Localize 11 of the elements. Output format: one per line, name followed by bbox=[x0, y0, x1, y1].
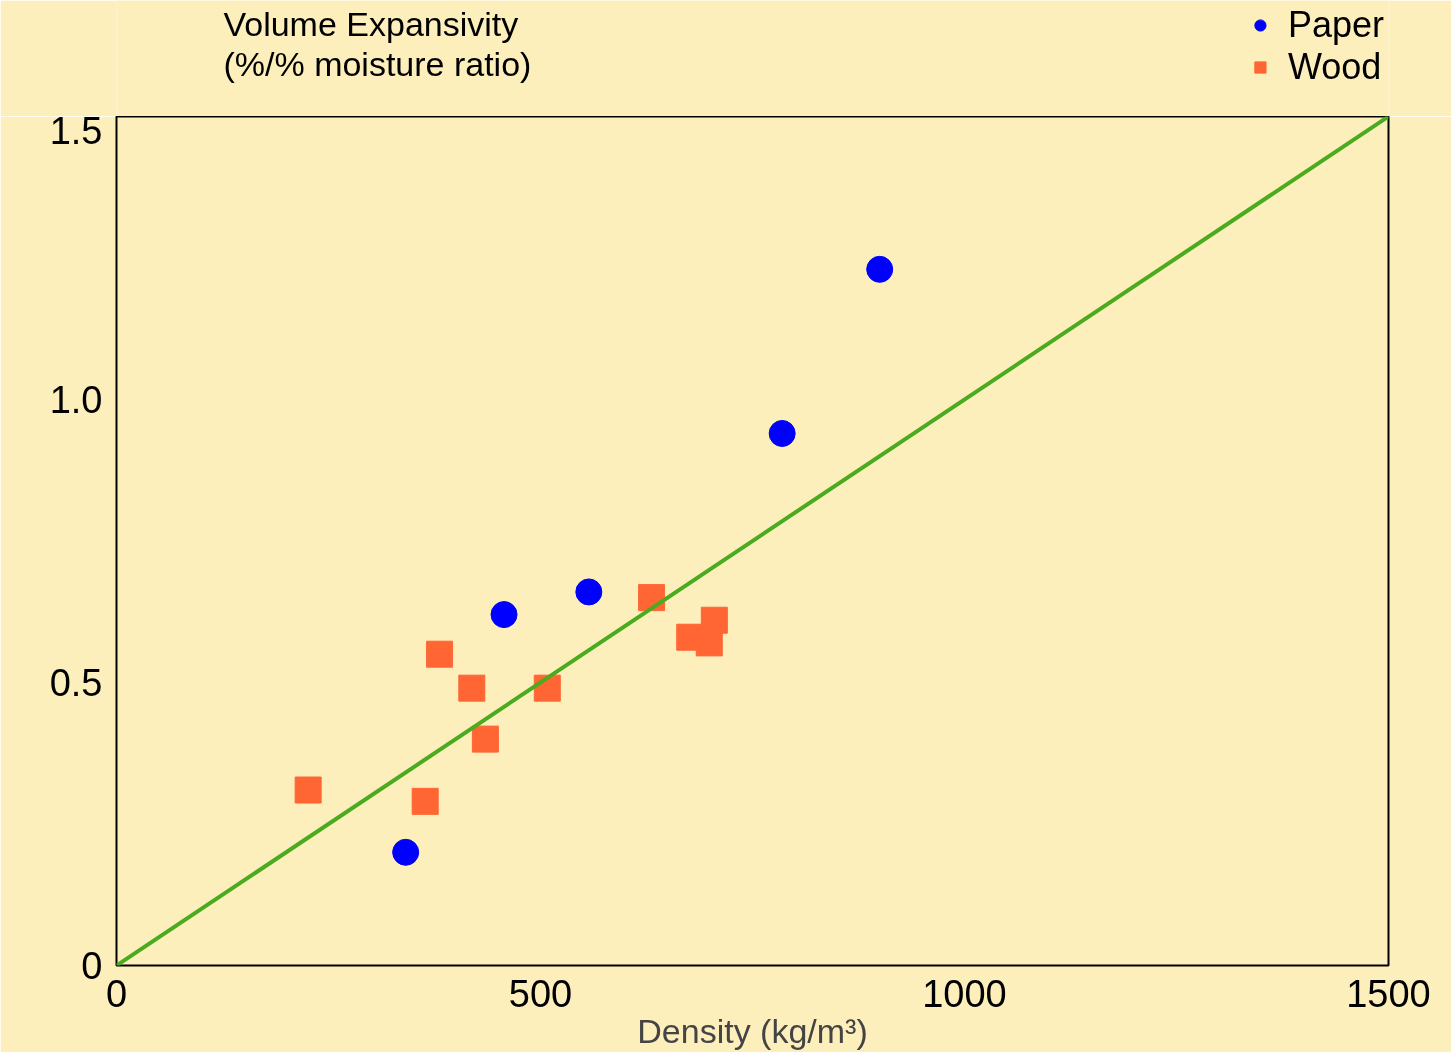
y-tick-label: 1.0 bbox=[49, 379, 103, 421]
y-tick-label: 0.5 bbox=[49, 662, 103, 704]
x-tick-label: 500 bbox=[508, 972, 573, 1015]
y-tick-label: 1.5 bbox=[49, 109, 103, 152]
y-tick-label: 0 bbox=[81, 945, 103, 987]
x-axis-title: Density (kg/m³) bbox=[637, 1011, 868, 1050]
x-tick-label: 1500 bbox=[1346, 972, 1431, 1015]
x-tick-label: 1000 bbox=[922, 972, 1007, 1015]
legend-label: Paper bbox=[1287, 4, 1384, 46]
legend-label: Wood bbox=[1287, 46, 1382, 88]
y-axis-title: Volume Expansivity (%/% moisture ratio) bbox=[223, 4, 532, 83]
